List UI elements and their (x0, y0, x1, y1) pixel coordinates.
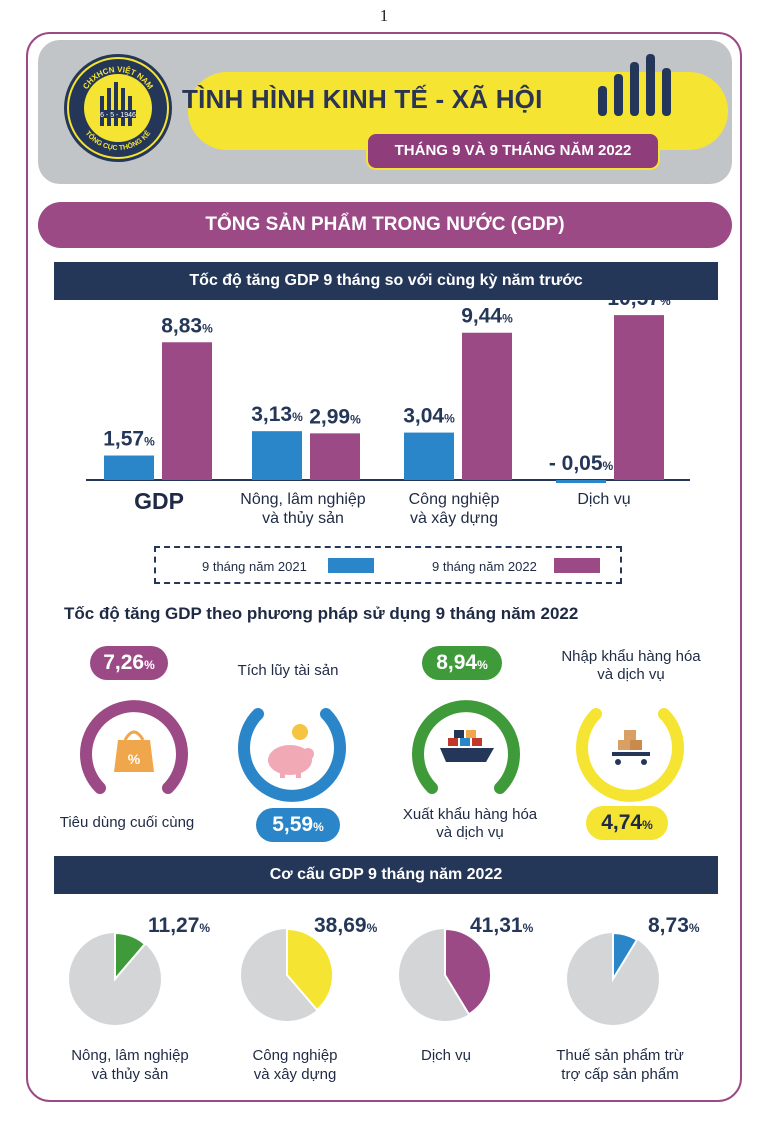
structure-label-agriculture-line1: Nông, lâm nghiệp (71, 1047, 189, 1064)
pie-slice-industry (286, 927, 334, 1012)
structure-unit-services: % (522, 921, 534, 935)
structure-value-services-number: 41,31 (470, 914, 523, 937)
bar-value-label-agriculture-2022: 2,99% (309, 405, 361, 428)
usage-label-import-line2: và dịch vụ (597, 666, 665, 683)
pie-slice-services (444, 927, 492, 1016)
structure-label-industry-line1: Công nghiệp (252, 1047, 338, 1064)
structure-label-taxes: Thuế sản phẩm trừ trợ cấp sản phẩm (530, 1046, 710, 1084)
bar-gdp-2022 (162, 342, 212, 480)
import-gauge-icon (576, 708, 684, 802)
bar-services-2021 (556, 480, 606, 483)
page-number: 1 (379, 6, 389, 25)
page-frame (26, 32, 742, 1102)
structure-pie-industry (241, 927, 334, 1021)
structure-value-services: 41,31% (470, 914, 533, 938)
page-title: TÌNH HÌNH KINH TẾ - XÃ HỘI (182, 84, 543, 114)
bar-gdp-2021 (104, 455, 154, 480)
legend-label-2021: 9 tháng năm 2021 (202, 559, 307, 574)
bar-value-label-services-2022: 10,57% (607, 300, 671, 310)
structure-value-taxes-number: 8,73 (648, 914, 689, 937)
usage-label-consumption: Tiêu dùng cuối cùng (59, 814, 195, 831)
bar-services-2022 (614, 315, 664, 480)
section-banner-gdp: TỔNG SẢN PHẨM TRONG NƯỚC (GDP) (38, 202, 732, 248)
pie-slice-agriculture (114, 931, 147, 982)
bar-agriculture-2022 (310, 433, 360, 480)
structure-value-industry: 38,69% (314, 914, 377, 938)
structure-unit-industry: % (366, 921, 378, 935)
structure-value-taxes: 8,73% (648, 914, 700, 938)
usage-value-consumption-number: 7,26 (103, 651, 145, 674)
export-gauge-icon (412, 700, 520, 794)
chart-legend: 9 tháng năm 2021 9 tháng năm 2022 (154, 546, 622, 584)
bar-value-label-industry-2022: 9,44% (461, 305, 513, 328)
bar-value-label-gdp-2021: 1,57% (103, 428, 155, 451)
bar-value-label-services-2021: - 0,05% (549, 452, 614, 475)
structure-unit-taxes: % (688, 921, 700, 935)
usage-value-accumulation-number: 5,59 (272, 813, 314, 836)
usage-value-import: 4,74% (586, 806, 668, 840)
usage-label-import: Nhập khẩu hàng hóa và dịch vụ (546, 648, 716, 684)
structure-label-agriculture-line2: và thủy sản (91, 1066, 169, 1083)
bar-chart-title: Tốc độ tăng GDP 9 tháng so với cùng kỳ n… (54, 262, 718, 300)
legend-swatch-2022 (554, 558, 600, 573)
usage-value-export: 8,94% (422, 646, 502, 680)
legend-swatch-2021 (328, 558, 374, 573)
usage-unit-consumption: % (144, 658, 155, 672)
bar-value-label-agriculture-2021: 3,13% (251, 403, 303, 426)
accumulation-gauge-icon (238, 708, 346, 802)
usage-unit-export: % (477, 658, 488, 672)
structure-pie-taxes (567, 931, 659, 1025)
usage-label-import-line1: Nhập khẩu hàng hóa (561, 648, 701, 665)
usage-unit-accumulation: % (313, 820, 324, 834)
bar-value-label-industry-2021: 3,04% (403, 405, 455, 428)
structure-label-services-line1: Dịch vụ (420, 1047, 472, 1064)
bar-agriculture-2021 (252, 431, 302, 480)
bar-industry-2022 (462, 332, 512, 480)
structure-section-title: Cơ cấu GDP 9 tháng năm 2022 (54, 856, 718, 894)
usage-value-export-number: 8,94 (436, 651, 478, 674)
usage-label-export: Xuất khẩu hàng hóa và dịch vụ (390, 806, 550, 842)
structure-label-taxes-line1: Thuế sản phẩm trừ (556, 1047, 684, 1064)
usage-unit-import: % (642, 818, 653, 832)
structure-pie-agriculture (69, 931, 161, 1025)
structure-value-agriculture: 11,27% (148, 914, 210, 938)
structure-value-agriculture-number: 11,27 (148, 914, 200, 937)
category-label-services: Dịch vụ (577, 491, 631, 508)
structure-label-services: Dịch vụ (386, 1046, 506, 1065)
logo-date: 6 - 5 - 1946 (100, 112, 136, 119)
usage-value-import-number: 4,74 (601, 811, 643, 834)
usage-value-accumulation: 5,59% (256, 808, 340, 842)
category-label-agriculture: Nông, lâm nghiệp và thủy sản (240, 491, 366, 527)
structure-unit-agriculture: % (199, 921, 211, 935)
usage-label-export-line2: và dịch vụ (436, 824, 504, 841)
page-subtitle: THÁNG 9 VÀ 9 THÁNG NĂM 2022 (366, 132, 660, 170)
structure-label-agriculture: Nông, lâm nghiệp và thủy sản (50, 1046, 210, 1084)
svg-text:%: % (128, 751, 141, 767)
bar-value-label-gdp-2022: 8,83% (161, 314, 213, 337)
usage-label-accumulation: Tích lũy tài sản (237, 662, 339, 679)
bar-chart-icon (598, 54, 671, 116)
structure-label-industry: Công nghiệp và xây dựng (220, 1046, 370, 1084)
structure-label-industry-line2: và xây dựng (253, 1066, 337, 1083)
legend-label-2022: 9 tháng năm 2022 (432, 559, 537, 574)
usage-section-title: Tốc độ tăng GDP theo phương pháp sử dụng… (64, 604, 579, 623)
gso-logo-icon: 6 - 5 - 1946 CHXHCN VIỆT NAM TỔNG CỤC TH… (64, 54, 172, 162)
structure-value-industry-number: 38,69 (314, 914, 367, 937)
structure-pie-services (399, 927, 492, 1021)
consumption-gauge-icon: % (80, 700, 188, 794)
usage-label-export-line1: Xuất khẩu hàng hóa (402, 806, 538, 823)
structure-label-taxes-line2: trợ cấp sản phẩm (561, 1066, 679, 1083)
pie-slice-taxes (612, 931, 639, 983)
usage-value-consumption: 7,26% (90, 646, 168, 680)
gdp-growth-bar-chart: 1,57% 8,83% 3,13% 2,99% 3,04% 9,44% - 0,05% 10,… (86, 300, 690, 483)
bar-industry-2021 (404, 432, 454, 480)
category-label-gdp: GDP (134, 488, 184, 514)
category-label-industry: Công nghiệp và xây dựng (408, 491, 500, 527)
